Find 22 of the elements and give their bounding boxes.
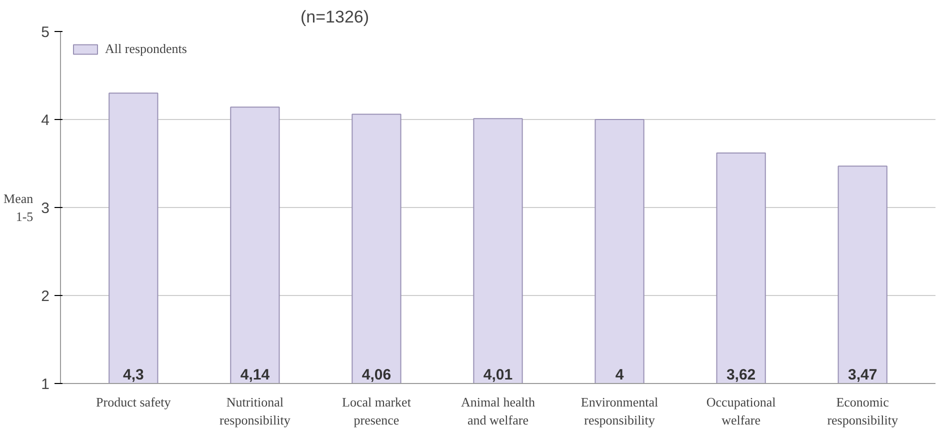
text: 4,01 <box>483 366 513 384</box>
y-tick-label: 1 <box>41 376 50 393</box>
x-tick-label: Occupational welfare <box>706 394 776 428</box>
x-tick-label: Animal health and welfare <box>460 394 536 428</box>
text: 4,3 <box>122 366 144 384</box>
x-tick-label: Product safety <box>96 394 172 410</box>
text: 4,06 <box>362 366 392 384</box>
x-tick-label: Environmental responsibility <box>580 394 659 428</box>
x-tick-label: Nutritional responsibility <box>220 394 291 428</box>
text: 4,14 <box>240 366 270 384</box>
y-tick-label: 2 <box>41 288 50 305</box>
y-tick-label: 4 <box>41 112 50 129</box>
text: 3,47 <box>848 366 878 384</box>
x-tick-label: Local market presence <box>342 394 412 428</box>
y-axis-title: Mean 1-5 <box>4 191 34 224</box>
text: 3,62 <box>726 366 756 384</box>
y-tick-label: 3 <box>41 200 50 217</box>
y-tick-label: 5 <box>41 24 50 41</box>
x-tick-label: Economic responsibility <box>827 394 898 428</box>
text: (n=1326) <box>300 8 370 26</box>
legend-label: All respondents <box>105 41 187 57</box>
text: 4 <box>615 366 624 384</box>
